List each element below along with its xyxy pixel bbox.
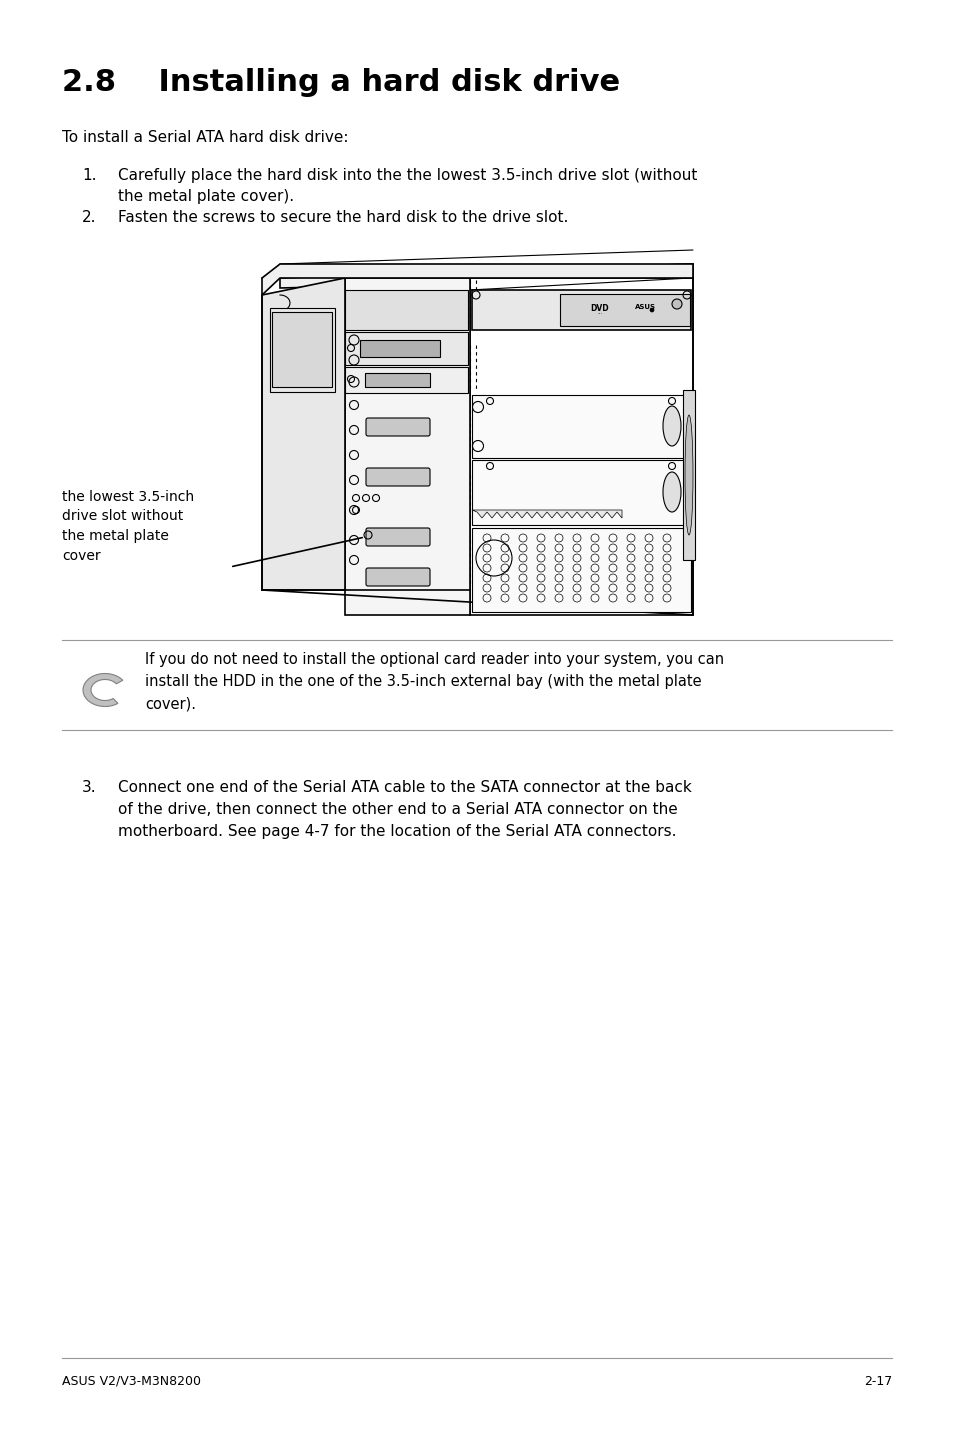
Circle shape (671, 299, 681, 309)
FancyBboxPatch shape (366, 467, 430, 486)
Polygon shape (270, 308, 335, 393)
Polygon shape (345, 332, 468, 365)
Text: 2-17: 2-17 (862, 1375, 891, 1388)
Polygon shape (472, 528, 690, 613)
Polygon shape (470, 278, 692, 615)
Polygon shape (272, 312, 332, 387)
Text: If you do not need to install the optional card reader into your system, you can: If you do not need to install the option… (145, 651, 723, 712)
Text: 2.: 2. (82, 210, 96, 224)
Text: the lowest 3.5-inch
drive slot without
the metal plate
cover: the lowest 3.5-inch drive slot without t… (62, 490, 193, 562)
Polygon shape (359, 339, 439, 357)
Polygon shape (262, 265, 692, 295)
Text: ...: ... (597, 311, 602, 315)
Polygon shape (345, 290, 468, 329)
Polygon shape (365, 372, 430, 387)
Text: 3.: 3. (82, 779, 96, 795)
Text: ASUS V2/V3-M3N8200: ASUS V2/V3-M3N8200 (62, 1375, 201, 1388)
Text: Fasten the screws to secure the hard disk to the drive slot.: Fasten the screws to secure the hard dis… (118, 210, 568, 224)
Polygon shape (682, 390, 695, 559)
Polygon shape (345, 367, 468, 393)
Ellipse shape (662, 472, 680, 512)
Polygon shape (472, 290, 690, 329)
Text: Carefully place the hard disk into the the lowest 3.5-inch drive slot (without
t: Carefully place the hard disk into the t… (118, 168, 697, 204)
Polygon shape (345, 278, 470, 615)
Polygon shape (83, 673, 123, 706)
FancyBboxPatch shape (366, 418, 430, 436)
Polygon shape (262, 278, 345, 590)
Polygon shape (472, 395, 690, 457)
Polygon shape (472, 510, 621, 518)
Polygon shape (280, 265, 692, 288)
Circle shape (649, 308, 654, 312)
Text: DVD: DVD (590, 303, 609, 313)
Text: ASUS: ASUS (634, 303, 655, 311)
Polygon shape (472, 460, 690, 525)
FancyBboxPatch shape (366, 568, 430, 587)
Text: 2.8    Installing a hard disk drive: 2.8 Installing a hard disk drive (62, 68, 619, 96)
Text: Connect one end of the Serial ATA cable to the SATA connector at the back
of the: Connect one end of the Serial ATA cable … (118, 779, 691, 840)
Polygon shape (559, 293, 689, 326)
Text: 1.: 1. (82, 168, 96, 183)
Ellipse shape (662, 406, 680, 446)
FancyBboxPatch shape (366, 528, 430, 546)
Text: To install a Serial ATA hard disk drive:: To install a Serial ATA hard disk drive: (62, 129, 348, 145)
Ellipse shape (684, 416, 692, 535)
